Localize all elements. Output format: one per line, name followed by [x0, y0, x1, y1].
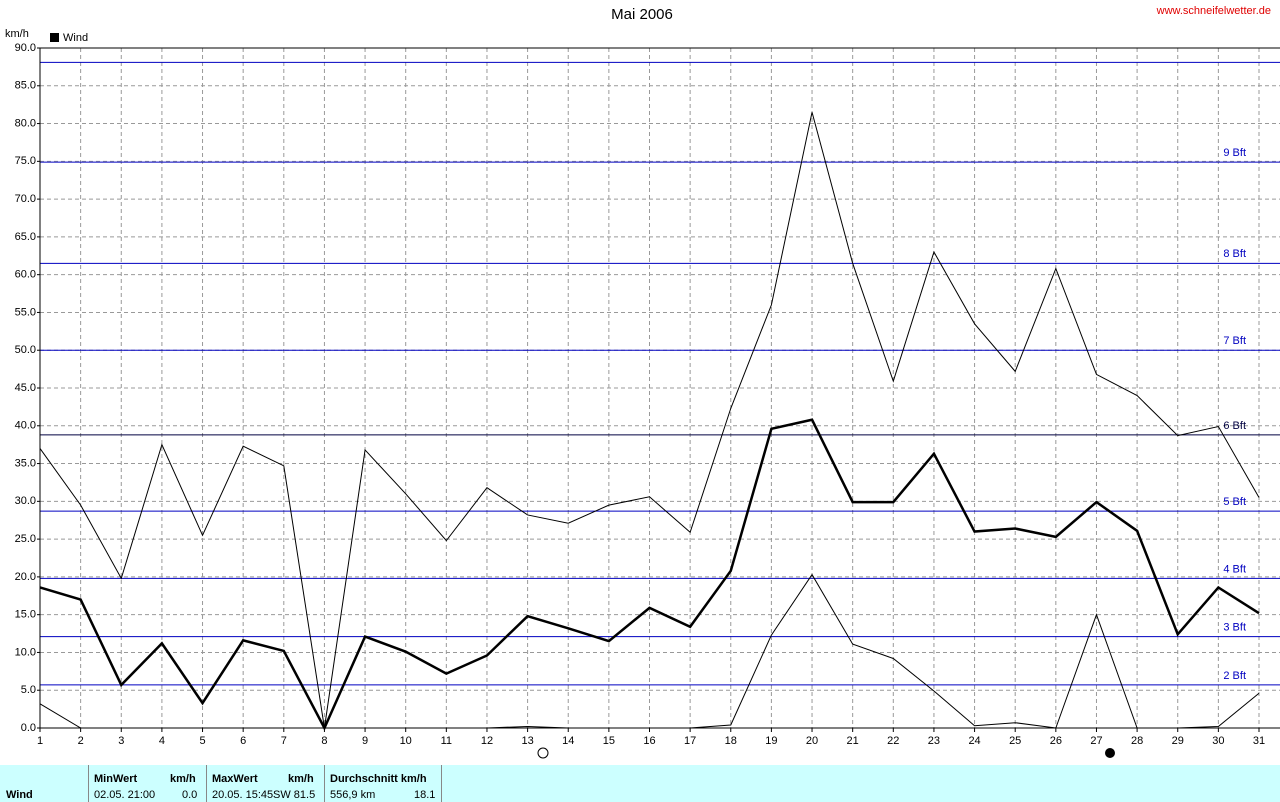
- x-tick-label: 12: [481, 735, 493, 747]
- header: km/h: [170, 773, 196, 785]
- x-tick-label: 30: [1212, 735, 1224, 747]
- source: www.schneifelwetter.de: [1156, 5, 1271, 17]
- cell: 02.05. 21:00: [94, 789, 156, 801]
- x-tick-label: 5: [199, 735, 205, 747]
- reference-label: 2 Bft: [1223, 670, 1246, 682]
- x-tick-label: 29: [1172, 735, 1184, 747]
- x-tick-label: 1: [37, 735, 43, 747]
- x-tick-label: 17: [684, 735, 696, 747]
- divider: [206, 765, 207, 802]
- series-line: [39, 573, 1260, 729]
- y-tick-label: 65.0: [15, 231, 36, 243]
- y-tick-label: 60.0: [15, 269, 36, 281]
- legend-swatch: [50, 33, 59, 42]
- header: Durchschnitt km/h: [330, 773, 427, 785]
- reference-label: 6 Bft: [1223, 420, 1246, 432]
- x-tick-label: 19: [765, 735, 777, 747]
- legend-label: Wind: [63, 32, 88, 44]
- footer: Wind MinWert km/h 02.05. 21:00 0.0 MaxWe…: [0, 765, 1280, 802]
- y-axis-label: km/h: [5, 28, 29, 40]
- y-tick-label: 55.0: [15, 306, 36, 318]
- y-tick-label: 15.0: [15, 609, 36, 621]
- divider: [88, 765, 89, 802]
- y-tick-label: 10.0: [15, 646, 36, 658]
- series-line: [39, 112, 1260, 729]
- x-tick-label: 24: [968, 735, 980, 747]
- chart-title: Mai 2006: [611, 6, 673, 23]
- x-tick-label: 7: [281, 735, 287, 747]
- x-tick-label: 22: [887, 735, 899, 747]
- reference-label: 5 Bft: [1223, 496, 1246, 508]
- x-tick-label: 3: [118, 735, 124, 747]
- y-tick-label: 30.0: [15, 495, 36, 507]
- header: km/h: [288, 773, 314, 785]
- new-moon: [1105, 748, 1115, 758]
- cell: 556,9 km: [330, 789, 376, 801]
- reference-label: 4 Bft: [1223, 563, 1246, 575]
- x-tick-label: 16: [643, 735, 655, 747]
- y-tick-label: 40.0: [15, 420, 36, 432]
- x-tick-label: 26: [1050, 735, 1062, 747]
- cell: 18.1: [414, 789, 436, 801]
- y-tick-label: 50.0: [15, 344, 36, 356]
- cell: SW 81.5: [273, 789, 316, 801]
- series-line: [39, 418, 1260, 731]
- y-tick-label: 35.0: [15, 457, 36, 469]
- x-tick-label: 2: [78, 735, 84, 747]
- y-tick-label: 75.0: [15, 155, 36, 167]
- x-tick-label: 15: [603, 735, 615, 747]
- cell: 0.0: [182, 789, 198, 801]
- reference-label: 3 Bft: [1223, 621, 1246, 633]
- y-tick-label: 5.0: [21, 684, 36, 696]
- reference-label: 8 Bft: [1223, 248, 1246, 260]
- x-tick-label: 25: [1009, 735, 1021, 747]
- header: MaxWert: [212, 773, 258, 785]
- x-tick-label: 10: [400, 735, 412, 747]
- x-tick-label: 6: [240, 735, 246, 747]
- x-tick-label: 14: [562, 735, 574, 747]
- x-tick-label: 20: [806, 735, 818, 747]
- row-label: Wind: [6, 789, 33, 801]
- reference-label: 9 Bft: [1223, 147, 1246, 159]
- y-tick-label: 45.0: [15, 382, 36, 394]
- x-tick-label: 4: [159, 735, 165, 747]
- y-tick-label: 25.0: [15, 533, 36, 545]
- x-tick-label: 21: [847, 735, 859, 747]
- reference-label: 7 Bft: [1223, 335, 1246, 347]
- x-tick-label: 23: [928, 735, 940, 747]
- y-tick-label: 80.0: [15, 117, 36, 129]
- y-tick-label: 85.0: [15, 80, 36, 92]
- x-tick-label: 13: [521, 735, 533, 747]
- full-moon: [537, 747, 549, 759]
- y-tick-label: 90.0: [15, 42, 36, 54]
- x-tick-label: 27: [1090, 735, 1102, 747]
- chart: Mai 2006 www.schneifelwetter.de km/h 0.0…: [5, 5, 1280, 759]
- x-tick-label: 8: [321, 735, 327, 747]
- y-tick-label: 70.0: [15, 193, 36, 205]
- x-tick-label: 18: [725, 735, 737, 747]
- divider: [441, 765, 442, 802]
- header: MinWert: [94, 773, 138, 785]
- y-tick-label: 0.0: [21, 722, 36, 734]
- x-tick-label: 11: [441, 735, 452, 747]
- x-tick-label: 28: [1131, 735, 1143, 747]
- cell: 20.05. 15:45: [212, 789, 274, 801]
- x-tick-label: 31: [1253, 735, 1265, 747]
- y-tick-label: 20.0: [15, 571, 36, 583]
- x-tick-label: 9: [362, 735, 368, 747]
- divider: [324, 765, 325, 802]
